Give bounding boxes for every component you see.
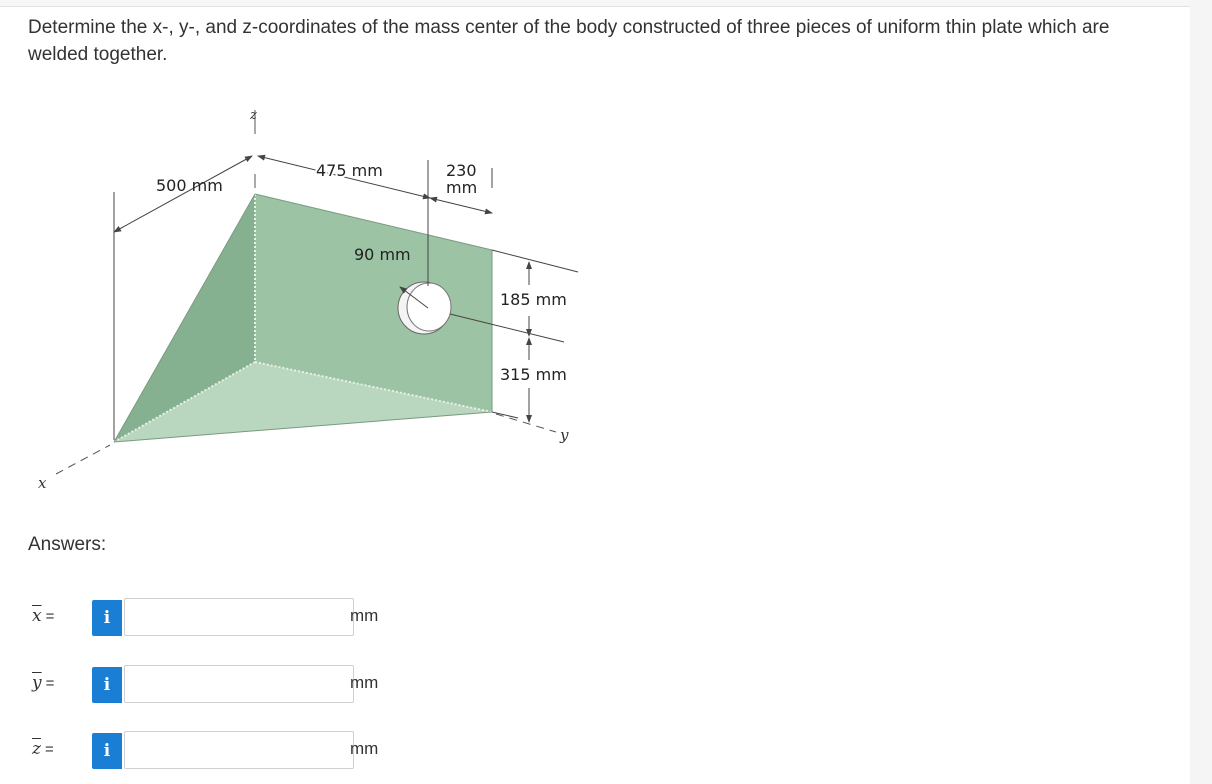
bottom-plate xyxy=(114,362,492,442)
dim-185: 185 mm xyxy=(500,290,567,309)
dim-500: 500 mm xyxy=(156,176,223,195)
back-plate xyxy=(255,194,492,412)
dim-475: 475 mm xyxy=(316,161,383,180)
y-unit: mm xyxy=(350,673,379,692)
answers-label: Answers: xyxy=(28,534,107,555)
z-axis-label: z xyxy=(249,108,257,123)
y-answer-input[interactable] xyxy=(124,665,354,703)
x-unit: mm xyxy=(350,606,379,625)
z-bar-label: z = xyxy=(32,739,54,759)
z-unit: mm xyxy=(350,739,379,758)
top-rule xyxy=(0,0,1190,7)
dim-90: 90 mm xyxy=(354,245,411,264)
info-icon[interactable]: i xyxy=(92,667,122,703)
dim-230-bottom: mm xyxy=(446,178,477,197)
y-axis-label: y xyxy=(559,426,569,444)
info-icon[interactable]: i xyxy=(92,600,122,636)
answer-row-z: z = i mm xyxy=(28,729,428,773)
dim-230-top: 230 xyxy=(446,161,477,180)
x-answer-input[interactable] xyxy=(124,598,354,636)
z-answer-input[interactable] xyxy=(124,731,354,769)
x-bar-label: x = xyxy=(32,606,55,626)
plate-figure: z x y 500 mm 475 mm 230 mm 90 mm 185 mm … xyxy=(38,108,579,492)
answer-row-y: y = i mm xyxy=(28,663,428,707)
info-icon[interactable]: i xyxy=(92,733,122,769)
right-gutter xyxy=(1190,0,1212,784)
x-axis-label: x xyxy=(38,474,47,492)
y-bar-label: y = xyxy=(32,673,55,693)
dim-315: 315 mm xyxy=(500,365,567,384)
answer-row-x: x = i mm xyxy=(28,596,428,640)
question-text: Determine the x-, y-, and z-coordinates … xyxy=(28,17,1110,65)
